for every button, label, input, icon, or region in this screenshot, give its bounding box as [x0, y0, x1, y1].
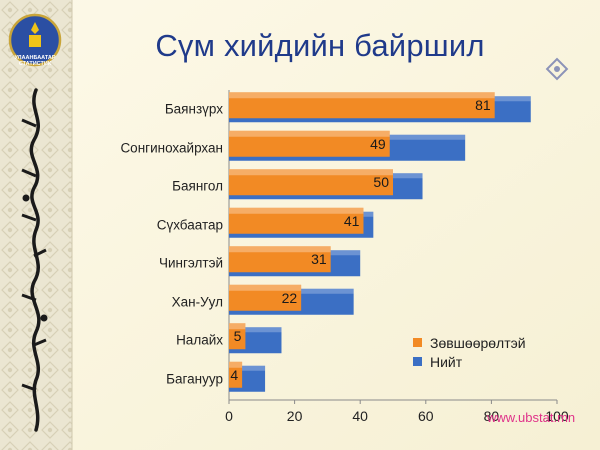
bar-approved-3: [229, 207, 364, 234]
legend-swatch-total: [413, 357, 422, 366]
bar-approved-shine-7: [229, 361, 243, 368]
bar-approved-shine-6: [229, 323, 246, 330]
logo-text: УЛААНБААТАР СТАТИСТИК: [13, 55, 57, 67]
bar-approved-shine-4: [229, 246, 331, 253]
bar-approved-5: [229, 284, 302, 311]
x-tick-label-2: 40: [352, 408, 368, 424]
category-label-2: Баянгол: [172, 178, 223, 194]
x-tick-label-0: 0: [225, 408, 233, 424]
data-label-0: 81: [475, 97, 491, 114]
data-label-6: 5: [233, 328, 242, 345]
category-label-5: Хан-Уул: [171, 294, 223, 310]
bar-approved-7: [229, 361, 243, 388]
emblem-logo: [8, 13, 62, 67]
category-label-3: Сүхбаатар: [156, 217, 223, 233]
x-tick-label-5: 100: [545, 408, 569, 424]
logo-text-line-2: СТАТИСТИК: [18, 61, 52, 67]
x-tick-label-1: 20: [286, 408, 303, 424]
bar-approved-shine-3: [229, 207, 364, 214]
category-label-7: Багануур: [166, 371, 223, 387]
bar-approved-0: [229, 92, 495, 119]
knot-ornament-icon: [545, 57, 569, 81]
data-label-1: 49: [370, 135, 386, 152]
data-label-5: 22: [281, 289, 298, 306]
logo-text-line-1: УЛААНБААТАР: [14, 55, 56, 61]
legend-item-total: Нийт: [413, 352, 526, 371]
page-title: Сүм хийдийн байршил: [155, 28, 485, 63]
legend: Зөвшөөрөлтэй Нийт: [413, 333, 526, 371]
x-tick-label-4: 80: [483, 408, 500, 424]
data-label-7: 4: [230, 366, 239, 383]
category-label-0: Баянзүрх: [164, 101, 223, 117]
data-label-3: 41: [343, 212, 360, 229]
category-label-4: Чингэлтэй: [159, 255, 223, 271]
bar-approved-6: [229, 323, 246, 350]
legend-label-approved: Зөвшөөрөлтэй: [430, 334, 526, 351]
bar-total-shine-7: [229, 365, 266, 371]
data-label-4: 31: [311, 251, 327, 268]
category-label-6: Налайх: [176, 332, 223, 348]
bar-approved-shine-1: [229, 130, 390, 137]
bar-approved-shine-0: [229, 92, 495, 99]
bar-approved-2: [229, 169, 393, 196]
mongolian-script-decoration: [21, 88, 48, 432]
legend-label-total: Нийт: [430, 353, 463, 370]
data-label-2: 50: [373, 174, 389, 191]
bar-total-shine-6: [229, 327, 282, 333]
category-label-1: Сонгинохайрхан: [120, 140, 223, 156]
bar-approved-1: [229, 130, 390, 157]
x-tick-label-3: 60: [418, 408, 434, 424]
bar-approved-4: [229, 246, 331, 273]
legend-swatch-approved: [413, 338, 422, 347]
bar-approved-shine-2: [229, 169, 393, 176]
bar-approved-shine-5: [229, 284, 302, 291]
watermark-url: www.ubstat.mn: [487, 410, 576, 425]
legend-item-approved: Зөвшөөрөлтэй: [413, 333, 526, 352]
